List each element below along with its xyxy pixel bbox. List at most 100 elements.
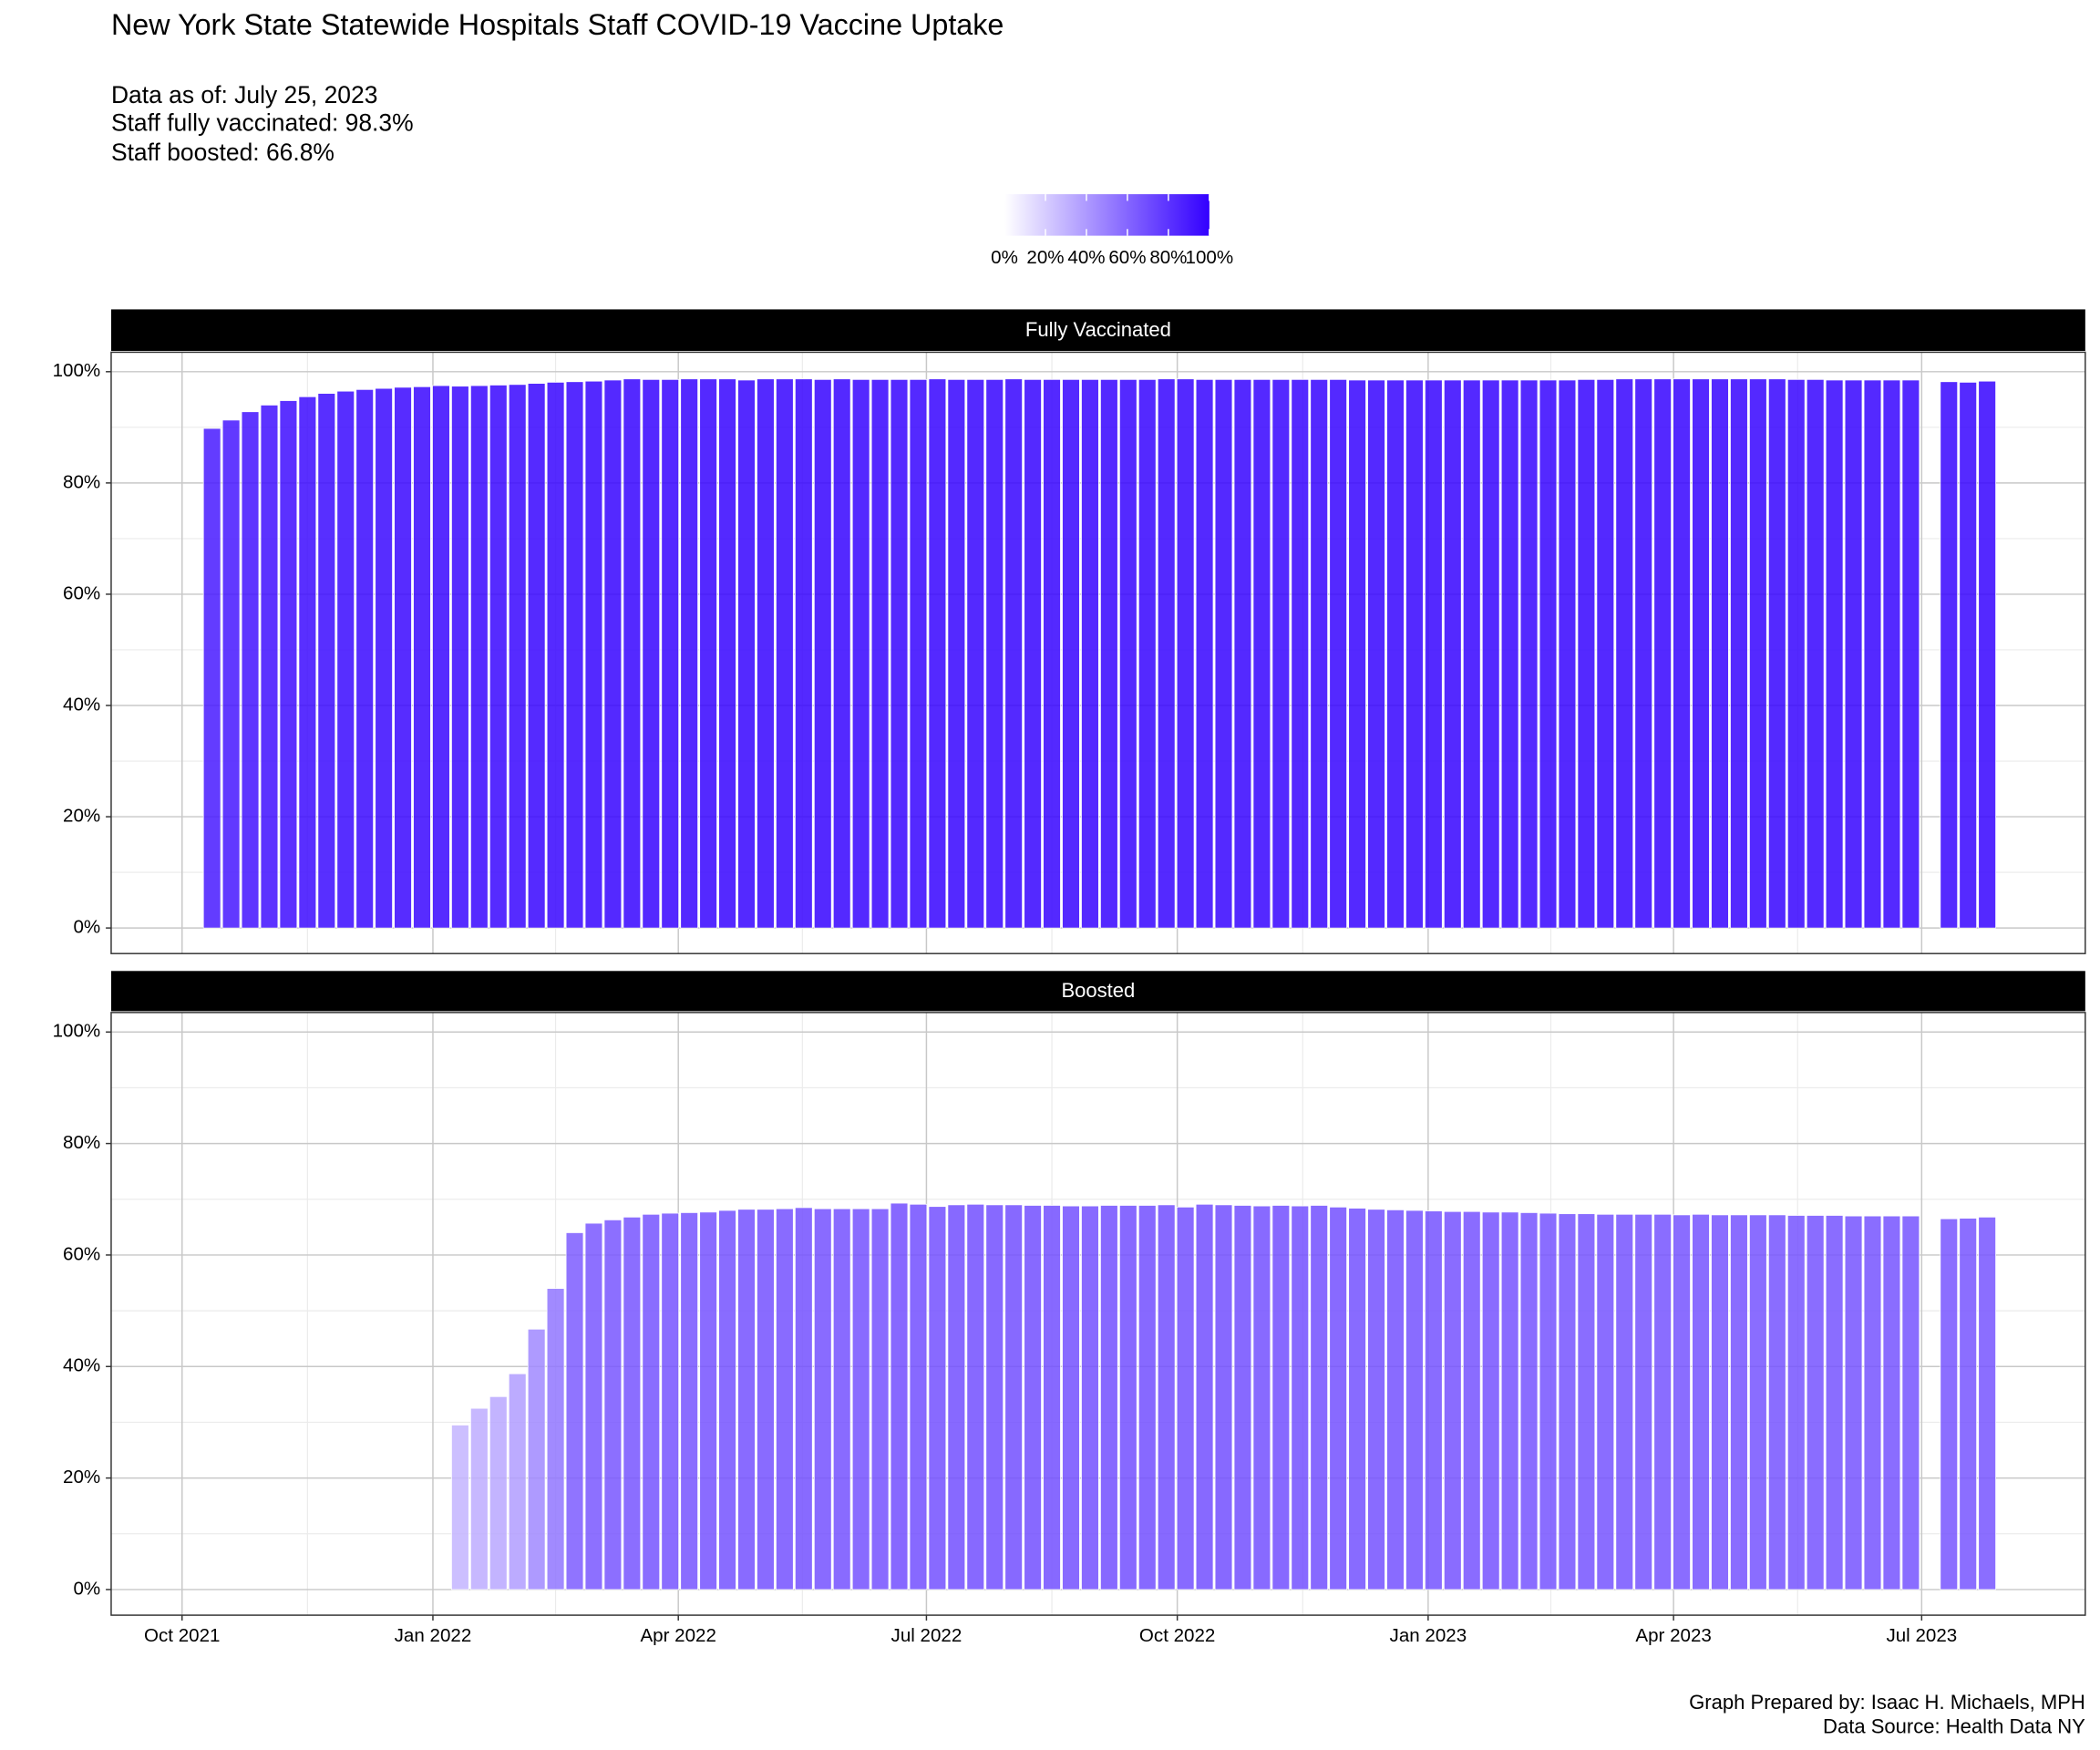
colorbar-label: 100% — [1186, 247, 1234, 268]
bar — [1405, 379, 1424, 929]
bar — [584, 1222, 603, 1590]
bar — [1291, 1205, 1310, 1590]
bar — [1405, 1210, 1424, 1590]
bar — [508, 384, 527, 929]
bar — [1271, 378, 1291, 929]
bar — [928, 378, 947, 929]
panel-border — [110, 351, 2086, 954]
colorbar — [1004, 194, 1210, 236]
x-tick-label: Apr 2022 — [640, 1625, 715, 1646]
bar — [1806, 1215, 1825, 1590]
bar — [584, 380, 603, 929]
bar — [489, 385, 508, 929]
bar — [1081, 378, 1099, 929]
bar — [279, 400, 298, 929]
bar — [1692, 378, 1710, 929]
bar — [1062, 378, 1080, 929]
bar — [432, 385, 450, 929]
y-tick-label: 100% — [53, 1021, 101, 1042]
bar — [870, 378, 890, 929]
bar — [1157, 378, 1176, 929]
bar — [1214, 1204, 1233, 1590]
facet-strip — [110, 309, 2085, 351]
x-tick-label: Jul 2022 — [891, 1625, 962, 1646]
bar — [909, 378, 928, 929]
y-tick-label: 20% — [63, 806, 100, 827]
bar — [1825, 379, 1844, 929]
bar — [1348, 379, 1366, 929]
bar — [413, 386, 431, 929]
bar — [680, 378, 698, 929]
bar — [699, 1211, 717, 1590]
bar — [1444, 1210, 1462, 1590]
bar — [355, 388, 374, 929]
bar — [757, 1209, 775, 1590]
bar — [260, 405, 279, 929]
bar — [1271, 1205, 1291, 1590]
bar — [661, 1212, 680, 1590]
bar — [1329, 1206, 1347, 1590]
bar — [1558, 379, 1577, 929]
bar — [489, 1395, 508, 1590]
bar — [966, 1203, 985, 1590]
x-tick-label: Jul 2023 — [1886, 1625, 1957, 1646]
bar — [623, 378, 642, 929]
bar — [1519, 379, 1539, 929]
y-tick-label: 40% — [63, 694, 100, 715]
bar — [1882, 1215, 1901, 1590]
panel-border — [110, 1012, 2086, 1616]
bar — [336, 390, 355, 929]
bar — [1024, 378, 1042, 929]
facet-strip — [110, 971, 2085, 1012]
bar — [1386, 1210, 1405, 1590]
bar — [1462, 1210, 1481, 1590]
bar — [1004, 378, 1023, 929]
bar — [1577, 1213, 1596, 1590]
bar — [1786, 1215, 1806, 1590]
bar — [776, 1208, 794, 1590]
bar — [718, 378, 736, 929]
bar — [661, 378, 680, 929]
bar — [1100, 1205, 1118, 1590]
bar — [890, 378, 909, 929]
bar — [1653, 378, 1672, 929]
bar — [1176, 378, 1195, 929]
bar — [298, 396, 317, 929]
bar — [1062, 1205, 1080, 1590]
bar — [1310, 378, 1329, 929]
bar — [1767, 1214, 1786, 1590]
bar — [202, 427, 221, 929]
bar — [565, 1232, 584, 1590]
bar — [1634, 378, 1652, 929]
y-tick-label: 20% — [63, 1467, 100, 1488]
bar — [1577, 378, 1596, 929]
bar — [1558, 1213, 1577, 1590]
bar — [947, 1204, 966, 1590]
bar — [1596, 378, 1615, 929]
bar — [1024, 1205, 1042, 1590]
bar — [795, 378, 813, 929]
bar — [1767, 378, 1786, 929]
bar — [470, 1407, 489, 1590]
bar — [546, 1288, 565, 1590]
bar — [1233, 1205, 1252, 1590]
bar — [1615, 1213, 1634, 1590]
bar — [1806, 378, 1825, 929]
x-tick-label: Oct 2021 — [144, 1625, 220, 1646]
bar — [1863, 379, 1882, 929]
bar — [1940, 381, 1959, 929]
x-tick-label: Apr 2023 — [1635, 1625, 1711, 1646]
caption: Graph Prepared by: Isaac H. Michaels, MP… — [1689, 1691, 2085, 1714]
bar — [1233, 378, 1252, 929]
bar — [1004, 1204, 1023, 1590]
bar — [813, 1208, 832, 1590]
bar — [718, 1210, 736, 1590]
bar — [870, 1208, 890, 1590]
bar — [1500, 1211, 1519, 1590]
chart-title: New York State Statewide Hospitals Staff… — [111, 8, 1004, 41]
bar — [1425, 379, 1443, 929]
y-tick-label: 0% — [73, 917, 100, 938]
bar — [966, 378, 985, 929]
bar — [1711, 1214, 1729, 1590]
bar — [1043, 1205, 1061, 1590]
